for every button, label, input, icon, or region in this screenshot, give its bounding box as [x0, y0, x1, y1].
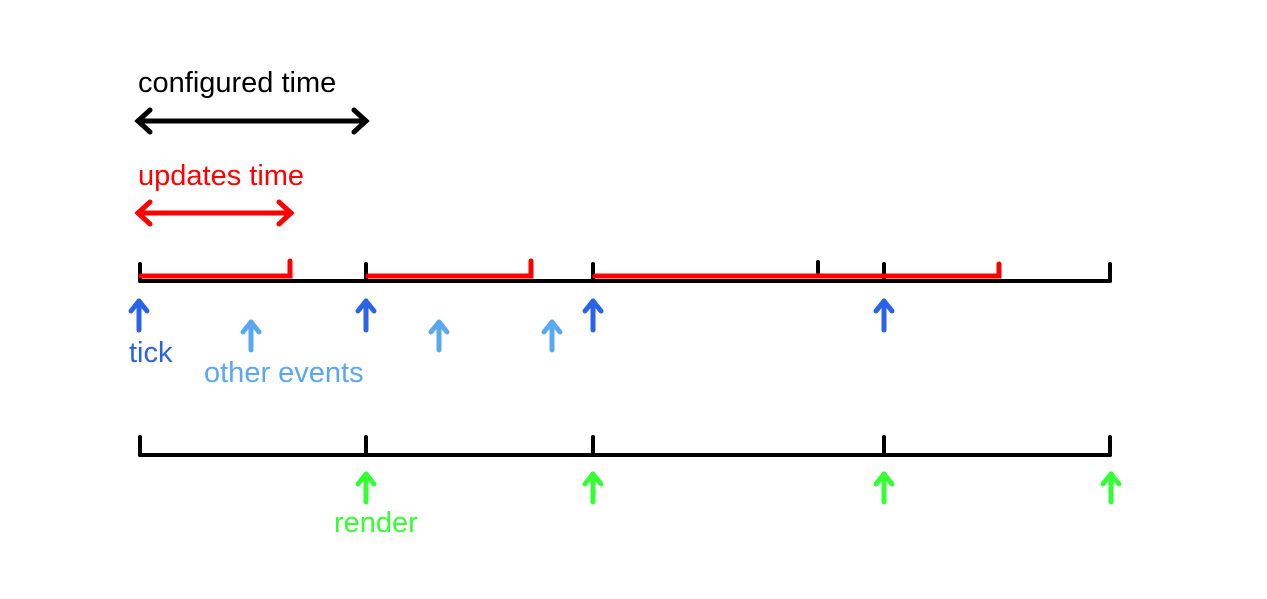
update-segments [138, 258, 1002, 279]
render-arrows [355, 471, 1122, 505]
update-timeline [138, 260, 1112, 283]
configured-time-label: configured time [138, 67, 336, 99]
tick-arrow-icon [873, 298, 895, 333]
render-arrow-icon [873, 471, 895, 505]
render-label: render [334, 507, 418, 539]
tick-arrow-icon [355, 298, 377, 333]
tick-label: tick [129, 337, 173, 369]
update-segment [138, 258, 293, 279]
tick-arrow-icon [582, 298, 604, 333]
other-event-arrows [240, 319, 563, 353]
other-events-label: other events [204, 357, 364, 389]
other-event-arrow-icon [541, 319, 563, 353]
render-arrow-icon [355, 471, 377, 505]
update-segment [365, 258, 534, 279]
updates-time-arrow [134, 199, 295, 227]
other-event-arrow-icon [240, 319, 262, 353]
tick-arrow-icon [128, 298, 150, 333]
render-arrow-icon [1100, 471, 1122, 505]
other-event-arrow-icon [428, 319, 450, 353]
update-segment [592, 261, 1002, 279]
render-timeline [138, 435, 1112, 457]
configured-time-arrow [134, 107, 370, 135]
render-arrow-icon [582, 471, 604, 505]
updates-time-label: updates time [138, 160, 304, 192]
tick-arrows [128, 298, 895, 333]
